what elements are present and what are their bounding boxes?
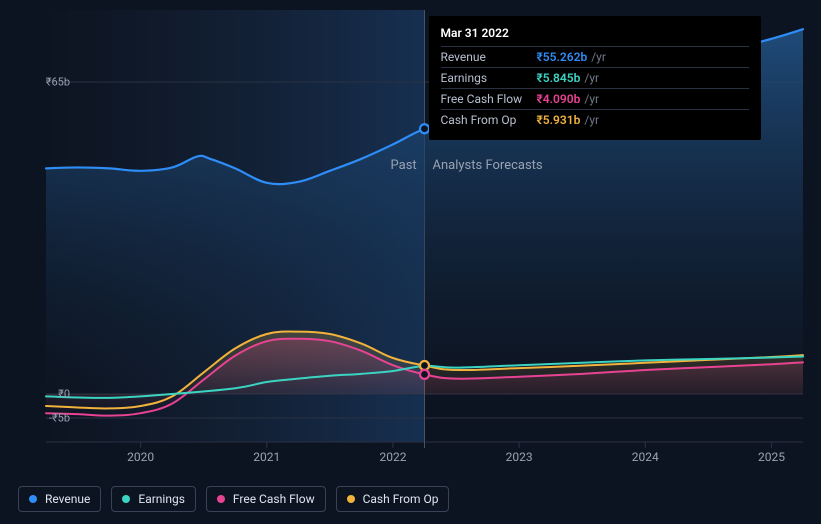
x-axis-label: 2024 <box>632 450 659 464</box>
tooltip-row-revenue: Revenue₹55.262b/yr <box>441 46 749 67</box>
legend-item-revenue[interactable]: Revenue <box>18 486 101 512</box>
legend-label-fcf: Free Cash Flow <box>233 492 315 506</box>
legend-item-fcf[interactable]: Free Cash Flow <box>206 486 326 512</box>
tooltip-value: ₹5.931b <box>537 113 581 127</box>
tooltip-row-fcf: Free Cash Flow₹4.090b/yr <box>441 88 749 109</box>
legend-item-cfo[interactable]: Cash From Op <box>336 486 450 512</box>
tooltip-label: Revenue <box>441 50 537 64</box>
legend: Revenue Earnings Free Cash Flow Cash Fro… <box>18 486 449 512</box>
y-axis-label: -₹5b <box>49 412 70 425</box>
tooltip-value: ₹55.262b <box>537 50 588 64</box>
x-axis-label: 2020 <box>127 450 154 464</box>
y-axis-label: ₹65b <box>46 76 70 89</box>
chart-tooltip: Mar 31 2022 Revenue₹55.262b/yrEarnings₹5… <box>429 16 761 140</box>
tooltip-unit: /yr <box>584 92 599 106</box>
legend-item-earnings[interactable]: Earnings <box>111 486 196 512</box>
tooltip-unit: /yr <box>584 113 599 127</box>
tooltip-label: Cash From Op <box>441 113 537 127</box>
legend-dot-earnings <box>122 495 130 503</box>
tooltip-unit: /yr <box>584 71 599 85</box>
tooltip-value: ₹5.845b <box>537 71 581 85</box>
legend-label-cfo: Cash From Op <box>363 492 439 506</box>
x-axis-label: 2025 <box>758 450 785 464</box>
tooltip-unit: /yr <box>591 50 606 64</box>
tooltip-label: Earnings <box>441 71 537 85</box>
financial-chart: ₹65b₹0-₹5b Past Analysts Forecasts 20202… <box>18 10 803 475</box>
legend-label-earnings: Earnings <box>138 492 185 506</box>
forecast-section-label: Analysts Forecasts <box>433 158 543 173</box>
x-axis-labels: 2020 2021 2022 2023 2024 2025 <box>46 450 803 470</box>
legend-dot-fcf <box>217 495 225 503</box>
past-section-label: Past <box>391 158 417 173</box>
tooltip-row-cfo: Cash From Op₹5.931b/yr <box>441 109 749 130</box>
legend-dot-revenue <box>29 495 37 503</box>
legend-dot-cfo <box>347 495 355 503</box>
tooltip-value: ₹4.090b <box>537 92 581 106</box>
tooltip-label: Free Cash Flow <box>441 92 537 106</box>
y-axis-label: ₹0 <box>58 388 70 401</box>
legend-label-revenue: Revenue <box>45 492 90 506</box>
tooltip-row-earnings: Earnings₹5.845b/yr <box>441 67 749 88</box>
x-axis-label: 2023 <box>506 450 533 464</box>
x-axis-label: 2022 <box>379 450 406 464</box>
x-axis-label: 2021 <box>253 450 280 464</box>
tooltip-date: Mar 31 2022 <box>441 26 749 40</box>
